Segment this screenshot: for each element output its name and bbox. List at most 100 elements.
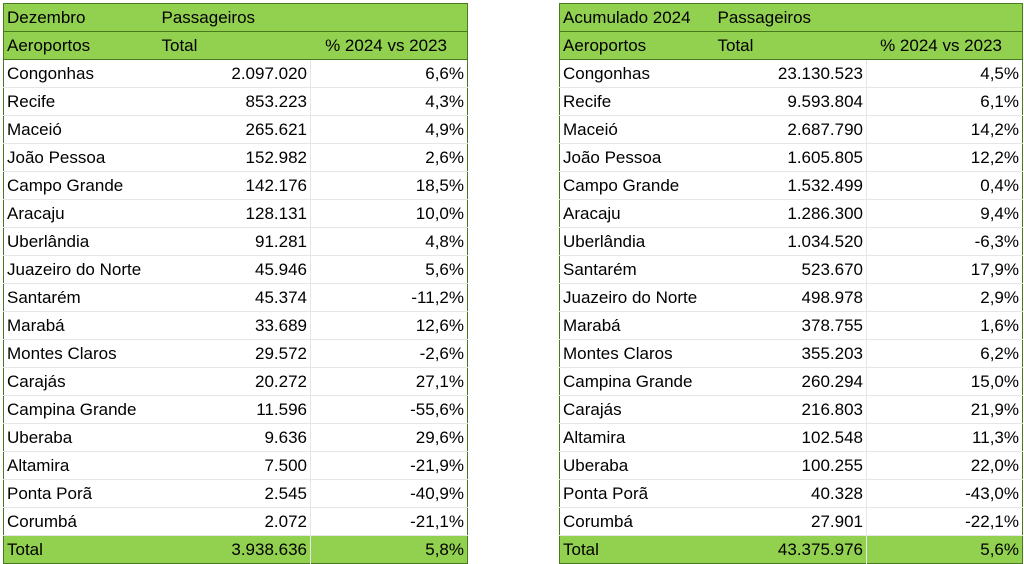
percent-change-cell: 0,4% [866, 171, 1023, 200]
airport-cell: Corumbá [3, 507, 159, 536]
total-cell: 2.545 [158, 479, 311, 508]
percent-change-cell: 1,6% [866, 311, 1023, 340]
table-row: Congonhas 23.130.523 4,5% [559, 59, 1023, 88]
percent-change-cell: 17,9% [866, 255, 1023, 284]
label-cell: Aeroportos [559, 31, 715, 60]
total-cell: 128.131 [158, 199, 311, 228]
percent-change-cell: 29,6% [310, 423, 468, 452]
percent-change-cell: 15,0% [866, 367, 1023, 396]
label-cell: Acumulado 2024 [559, 3, 715, 32]
header-row: Aeroportos Total% 2024 vs 2023 [3, 31, 468, 60]
airport-cell: Uberaba [3, 423, 159, 452]
total-cell: Passageiros [714, 3, 867, 32]
label-cell: Total [559, 535, 715, 564]
airport-cell: Uberlândia [559, 227, 715, 256]
december-passengers-table: Dezembro Passageiros Aeroportos Total% 2024… [3, 3, 468, 564]
total-cell: 1.605.805 [714, 143, 867, 172]
percent-change-cell: 9,4% [866, 199, 1023, 228]
total-cell: 11.596 [158, 395, 311, 424]
percent-change-cell: 12,2% [866, 143, 1023, 172]
percent-change-cell [310, 3, 468, 32]
table-row: Uberlândia 91.281 4,8% [3, 227, 468, 256]
percent-change-cell: 11,3% [866, 423, 1023, 452]
percent-change-cell: 4,9% [310, 115, 468, 144]
airport-cell: Campina Grande [3, 395, 159, 424]
total-cell: 1.532.499 [714, 171, 867, 200]
label-cell: Total [3, 535, 159, 564]
percent-change-cell: 14,2% [866, 115, 1023, 144]
percent-change-cell: 5,8% [310, 535, 468, 564]
percent-change-cell: 2,6% [310, 143, 468, 172]
airport-cell: Maceió [559, 115, 715, 144]
total-cell: 23.130.523 [714, 59, 867, 88]
total-cell: 216.803 [714, 395, 867, 424]
airport-cell: Maceió [3, 115, 159, 144]
percent-change-cell: -43,0% [866, 479, 1023, 508]
table-row: Uberlândia 1.034.520 -6,3% [559, 227, 1023, 256]
total-cell: Passageiros [158, 3, 311, 32]
table-row: Campo Grande 142.176 18,5% [3, 171, 468, 200]
table-row: Santarém 523.670 17,9% [559, 255, 1023, 284]
table-row: Uberaba 100.255 22,0% [559, 451, 1023, 480]
airport-cell: Aracaju [3, 199, 159, 228]
total-cell: 45.946 [158, 255, 311, 284]
percent-change-cell: 10,0% [310, 199, 468, 228]
label-cell: Dezembro [3, 3, 159, 32]
percent-change-cell: 27,1% [310, 367, 468, 396]
percent-change-cell: -2,6% [310, 339, 468, 368]
total-cell: 2.687.790 [714, 115, 867, 144]
percent-change-cell: 5,6% [310, 255, 468, 284]
table-row: Congonhas 2.097.020 6,6% [3, 59, 468, 88]
table-row: Aracaju 1.286.300 9,4% [559, 199, 1023, 228]
total-cell: 29.572 [158, 339, 311, 368]
percent-change-cell: -40,9% [310, 479, 468, 508]
airport-cell: Altamira [3, 451, 159, 480]
total-cell: 142.176 [158, 171, 311, 200]
table-row: Aracaju 128.131 10,0% [3, 199, 468, 228]
total-cell: 9.636 [158, 423, 311, 452]
total-row: Total 43.375.976 5,6% [559, 535, 1023, 564]
table-row: Recife 9.593.804 6,1% [559, 87, 1023, 116]
header-row: Dezembro Passageiros [3, 3, 468, 32]
airport-cell: Carajás [559, 395, 715, 424]
total-cell: 100.255 [714, 451, 867, 480]
table-row: Montes Claros 355.203 6,2% [559, 339, 1023, 368]
total-cell: 2.097.020 [158, 59, 311, 88]
percent-change-cell: -6,3% [866, 227, 1023, 256]
percent-change-cell: 4,8% [310, 227, 468, 256]
percent-change-cell: 6,2% [866, 339, 1023, 368]
airport-cell: Campina Grande [559, 367, 715, 396]
table-row: Montes Claros 29.572 -2,6% [3, 339, 468, 368]
label-cell: Aeroportos [3, 31, 159, 60]
table-row: Campina Grande 260.294 15,0% [559, 367, 1023, 396]
airport-cell: Santarém [3, 283, 159, 312]
airport-cell: Campo Grande [559, 171, 715, 200]
table-row: Corumbá 27.901 -22,1% [559, 507, 1023, 536]
airport-cell: Recife [3, 87, 159, 116]
total-cell: 27.901 [714, 507, 867, 536]
total-cell: 378.755 [714, 311, 867, 340]
table-row: Maceió 2.687.790 14,2% [559, 115, 1023, 144]
percent-change-cell: -55,6% [310, 395, 468, 424]
accumulated-2024-passengers-table: Acumulado 2024 Passageiros Aeroportos Total… [559, 3, 1023, 564]
total-cell: 33.689 [158, 311, 311, 340]
total-cell: 7.500 [158, 451, 311, 480]
total-cell: 40.328 [714, 479, 867, 508]
airport-cell: Congonhas [559, 59, 715, 88]
airport-cell: João Pessoa [3, 143, 159, 172]
airport-cell: Congonhas [3, 59, 159, 88]
total-cell: 523.670 [714, 255, 867, 284]
table-row: Juazeiro do Norte 498.978 2,9% [559, 283, 1023, 312]
percent-change-cell: -21,9% [310, 451, 468, 480]
total-cell: 265.621 [158, 115, 311, 144]
total-row: Total 3.938.636 5,8% [3, 535, 468, 564]
airport-cell: Marabá [559, 311, 715, 340]
percent-change-cell: 2,9% [866, 283, 1023, 312]
total-cell: 102.548 [714, 423, 867, 452]
percent-change-cell: -21,1% [310, 507, 468, 536]
airport-cell: Marabá [3, 311, 159, 340]
percent-change-cell: 4,5% [866, 59, 1023, 88]
airport-cell: Santarém [559, 255, 715, 284]
table-row: Altamira 7.500 -21,9% [3, 451, 468, 480]
total-cell: 20.272 [158, 367, 311, 396]
